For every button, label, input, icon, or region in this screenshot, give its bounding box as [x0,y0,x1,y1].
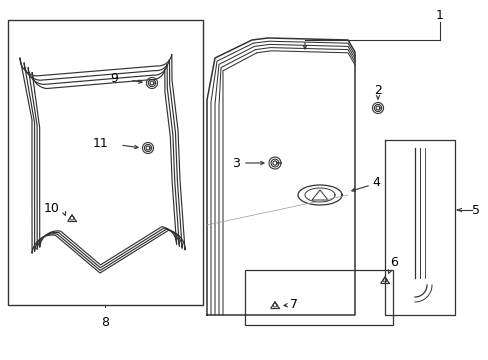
Text: 4: 4 [371,176,379,189]
Text: 10: 10 [44,202,60,215]
Text: 11: 11 [92,136,108,149]
Text: 5: 5 [471,203,479,216]
Text: 3: 3 [232,157,240,170]
Text: 1: 1 [435,9,443,22]
Bar [244,270,392,325]
Text: 7: 7 [289,298,297,311]
Bar [8,20,203,305]
Text: 2: 2 [373,84,381,96]
Text: 8: 8 [101,316,109,329]
Text: 9: 9 [110,72,118,85]
Text: 6: 6 [389,256,397,270]
